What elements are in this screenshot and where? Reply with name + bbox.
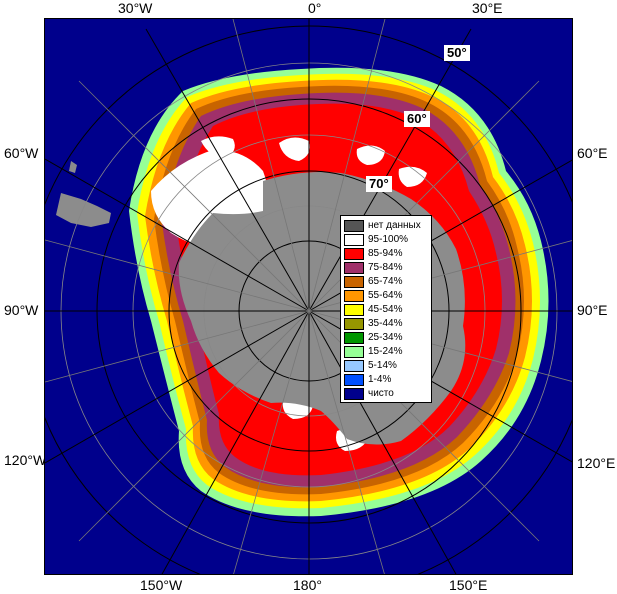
legend-label: 45-54% (368, 304, 403, 315)
legend-item: 25-34% (344, 331, 402, 344)
meridian-75w (45, 239, 310, 312)
ice-95-100-patch (279, 137, 310, 161)
lon-label-0: 0° (308, 0, 322, 16)
meridian-45w (78, 80, 310, 312)
lon-label-90e: 90°E (577, 302, 608, 318)
meridian-105w (45, 310, 310, 383)
concentration-legend: нет данных 95-100% 85-94% 75-84% 65-74% 55-64… (340, 215, 432, 403)
legend-swatch (344, 303, 364, 316)
map-canvas (45, 19, 572, 574)
legend-swatch (344, 373, 364, 386)
legend-label: нет данных (368, 220, 421, 231)
meridian-165w (233, 310, 310, 574)
legend-swatch (344, 247, 364, 260)
meridian-120w (45, 310, 310, 464)
lon-label-30e: 30°E (472, 0, 503, 16)
legend-label: 75-84% (368, 262, 403, 273)
legend-label: 5-14% (368, 360, 397, 371)
lon-label-120w: 120°W (4, 452, 47, 468)
legend-swatch (344, 345, 364, 358)
ice-95-100-patch (201, 136, 235, 159)
meridian-135w (78, 310, 310, 542)
legend-item: чисто (344, 387, 394, 400)
lon-label-120e: 120°E (577, 455, 616, 471)
legend-swatch (344, 289, 364, 302)
legend-swatch (344, 219, 364, 232)
meridian-15w (232, 19, 310, 312)
lon-label-60e: 60°E (577, 145, 608, 161)
legend-item: 15-24% (344, 345, 402, 358)
legend-swatch (344, 387, 364, 400)
sea-ice-map (44, 18, 573, 575)
meridian-30e (308, 28, 472, 312)
legend-label: 55-64% (368, 290, 403, 301)
legend-label: 1-4% (368, 374, 392, 385)
legend-label: 95-100% (368, 234, 409, 245)
meridian-150e (308, 310, 457, 574)
lon-label-90w: 90°W (4, 302, 39, 318)
meridian-165e (308, 310, 385, 574)
lat-label-50: 50° (444, 45, 470, 61)
legend-label: 35-44% (368, 318, 403, 329)
lon-label-150e: 150°E (449, 577, 488, 593)
legend-label: 15-24% (368, 346, 403, 357)
south-america-land (56, 193, 111, 227)
legend-label: 65-74% (368, 276, 403, 287)
legend-item: 1-4% (344, 373, 391, 386)
legend-item: 55-64% (344, 289, 402, 302)
legend-swatch (344, 261, 364, 274)
legend-item: 45-54% (344, 303, 402, 316)
lat-label-70: 70° (366, 176, 392, 192)
meridian-15e (308, 19, 386, 312)
ice-95-100-patch (398, 166, 427, 187)
legend-item: 75-84% (344, 261, 402, 274)
legend-item: 35-44% (344, 317, 402, 330)
legend-item: нет данных (344, 219, 421, 232)
legend-swatch (344, 359, 364, 372)
legend-item: 95-100% (344, 233, 408, 246)
legend-swatch (344, 233, 364, 246)
legend-item: 5-14% (344, 359, 397, 372)
meridian-30w (145, 28, 310, 312)
legend-label: чисто (368, 388, 394, 399)
legend-swatch (344, 331, 364, 344)
lat-label-60: 60° (404, 111, 430, 127)
meridian-150w (161, 310, 310, 574)
lon-label-60w: 60°W (4, 145, 39, 161)
legend-swatch (344, 275, 364, 288)
legend-item: 65-74% (344, 275, 402, 288)
legend-item: 85-94% (344, 247, 402, 260)
legend-swatch (344, 317, 364, 330)
legend-label: 25-34% (368, 332, 403, 343)
lon-label-180: 180° (293, 577, 322, 593)
ice-95-100-patch (356, 145, 385, 165)
lon-label-30w: 30°W (118, 0, 153, 16)
meridians (45, 19, 572, 574)
lon-label-150w: 150°W (140, 577, 183, 593)
meridian-60w (45, 158, 310, 312)
legend-label: 85-94% (368, 248, 403, 259)
island-land (69, 161, 77, 173)
